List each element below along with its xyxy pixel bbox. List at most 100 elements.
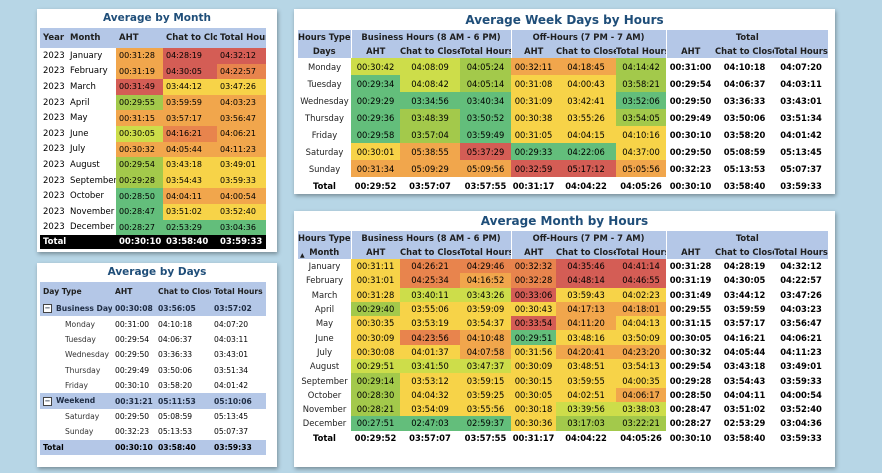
group-header[interactable]: Total bbox=[665, 231, 829, 245]
group-header[interactable]: Business Hours (8 AM - 6 PM) bbox=[350, 231, 512, 245]
value-cell: 03:17:03 bbox=[556, 416, 617, 431]
value-cell: 04:23:20 bbox=[616, 344, 667, 360]
column-header[interactable]: Total Hours bbox=[214, 287, 263, 296]
column-header[interactable]: Total Hours bbox=[774, 46, 828, 56]
value-cell: 00:29:29 bbox=[351, 92, 400, 109]
column-header[interactable]: Chat to Close bbox=[715, 247, 775, 257]
value-cell: 03:39:56 bbox=[556, 401, 617, 417]
total-value: 00:30:10 bbox=[669, 129, 712, 140]
value-cell: 00:29:55 bbox=[116, 94, 163, 111]
column-header[interactable]: Total Hours bbox=[616, 46, 667, 56]
column-header[interactable]: Total Hours bbox=[616, 247, 667, 257]
value-cell: 00:29:51 bbox=[351, 359, 400, 374]
day-value: 03:43:01 bbox=[214, 350, 249, 360]
table-row: July 00:30:08 04:01:37 04:07:58 00:31:56 04:2… bbox=[298, 344, 828, 360]
value-cell: 00:29:28 bbox=[116, 172, 163, 189]
value-cell: 00:32:11 bbox=[511, 58, 557, 75]
total-value: 00:29:50 bbox=[669, 146, 712, 157]
column-header[interactable]: Chat to Close bbox=[400, 247, 460, 257]
month-cell: August bbox=[70, 159, 100, 170]
corner-header-top[interactable]: Hours Type bbox=[298, 233, 351, 243]
table-row: February 00:31:01 04:25:34 04:16:52 00:32:28… bbox=[298, 273, 828, 288]
value-cell: 00:28:21 bbox=[351, 401, 400, 417]
value-cell: 00:30:32 bbox=[116, 141, 163, 158]
row-label: Thursday bbox=[305, 112, 344, 123]
column-header[interactable]: AHT bbox=[119, 33, 139, 43]
collapse-toggle-icon[interactable]: − bbox=[43, 396, 52, 406]
table-row: May 00:30:35 03:53:19 03:54:37 00:33:54 04:11… bbox=[298, 316, 828, 331]
corner-header-bottom[interactable]: Days bbox=[298, 44, 351, 58]
column-header[interactable]: Total Hours bbox=[460, 46, 512, 56]
total-cell: 00:30:10 bbox=[669, 432, 712, 443]
day-value: 04:07:20 bbox=[214, 319, 249, 329]
day-value: 03:51:34 bbox=[214, 365, 249, 375]
day-label: Tuesday bbox=[65, 334, 96, 344]
table-row: January 00:31:11 04:26:21 04:29:46 00:32:32 0… bbox=[298, 259, 828, 274]
column-header[interactable]: AHT bbox=[115, 287, 133, 296]
corner-header-bottom[interactable]: Month ▲ bbox=[298, 245, 351, 259]
group-header[interactable]: Business Hours (8 AM - 6 PM) bbox=[350, 30, 512, 44]
row-label: February bbox=[305, 275, 344, 286]
collapse-toggle-icon[interactable]: − bbox=[43, 304, 52, 314]
total-value: 03:54:43 bbox=[723, 375, 766, 386]
value-cell: 00:30:08 bbox=[351, 344, 400, 360]
group-header[interactable]: Off-Hours (7 PM - 7 AM) bbox=[510, 30, 667, 44]
total-cell: 03:57:55 bbox=[464, 180, 507, 191]
column-header[interactable]: Month bbox=[70, 33, 101, 43]
column-header[interactable]: Chat to Close bbox=[715, 46, 775, 56]
total-value: 00:31:49 bbox=[669, 289, 712, 300]
value-cell: 00:31:34 bbox=[351, 160, 400, 177]
value-cell: 04:05:14 bbox=[460, 75, 512, 92]
total-cell: 00:30:10 bbox=[112, 439, 155, 455]
table-row: December 00:27:51 02:47:03 02:59:37 00:30:36… bbox=[298, 416, 828, 431]
day-label: Monday bbox=[65, 319, 95, 329]
value-cell: 04:30:05 bbox=[163, 63, 217, 80]
column-header[interactable]: Chat to Close bbox=[400, 46, 460, 56]
column-header[interactable]: AHT bbox=[350, 245, 400, 259]
column-header[interactable]: Chat to Close bbox=[556, 247, 617, 257]
total-cell: 03:57:07 bbox=[409, 180, 451, 191]
column-header[interactable]: AHT bbox=[510, 44, 557, 58]
value-cell: 03:43:18 bbox=[163, 157, 217, 173]
column-header[interactable]: AHT bbox=[350, 44, 400, 58]
total-value: 04:06:21 bbox=[780, 332, 822, 343]
column-header[interactable]: Year bbox=[43, 33, 65, 43]
column-header[interactable]: Total Hours bbox=[220, 33, 266, 43]
value-cell: 00:32:59 bbox=[511, 160, 557, 177]
table-row: 2023 July 00:30:32 04:05:44 04:11:23 bbox=[40, 141, 266, 158]
total-cell: 04:04:22 bbox=[565, 180, 607, 191]
value-cell: 04:28:19 bbox=[163, 48, 217, 64]
group-header[interactable]: Total bbox=[665, 30, 829, 44]
month-cell: September bbox=[70, 175, 116, 186]
column-header[interactable]: AHT bbox=[510, 245, 557, 259]
value-cell: 04:04:13 bbox=[616, 316, 667, 331]
group-header[interactable]: Off-Hours (7 PM - 7 AM) bbox=[510, 231, 667, 245]
column-header[interactable]: Total Hours bbox=[774, 247, 828, 257]
value-cell: 03:04:36 bbox=[217, 219, 266, 236]
total-value: 04:04:11 bbox=[723, 389, 766, 400]
value-cell: 03:38:03 bbox=[616, 401, 667, 417]
corner-header-top[interactable]: Hours Type bbox=[298, 32, 351, 42]
total-value: 04:06:37 bbox=[723, 78, 766, 89]
value-cell: 03:59:25 bbox=[460, 387, 512, 402]
total-cell: 00:31:17 bbox=[512, 180, 555, 191]
day-row: Sunday 00:32:23 05:13:53 05:07:37 bbox=[40, 424, 266, 439]
column-header[interactable]: Chat to Close bbox=[556, 46, 617, 56]
row-label: November bbox=[302, 404, 347, 415]
column-header[interactable]: Day Type bbox=[43, 287, 82, 296]
value-cell: 03:59:09 bbox=[460, 301, 512, 317]
column-header[interactable]: Chat to Close bbox=[158, 287, 211, 296]
year-cell: 2023 bbox=[43, 128, 65, 139]
column-header[interactable]: Chat to Close bbox=[166, 33, 217, 43]
value-cell: 00:33:06 bbox=[511, 287, 557, 302]
sort-ascending-icon[interactable]: ▲ bbox=[300, 252, 305, 259]
day-value: 04:03:11 bbox=[214, 334, 249, 344]
table-row: November 00:28:21 03:54:09 03:55:56 00:30:18… bbox=[298, 401, 828, 417]
column-header[interactable]: AHT bbox=[665, 44, 716, 58]
column-header[interactable]: Total Hours bbox=[460, 247, 512, 257]
value-cell: 00:29:14 bbox=[351, 373, 400, 388]
day-value: 04:06:37 bbox=[158, 334, 193, 344]
column-header[interactable]: AHT bbox=[665, 245, 716, 259]
year-cell: 2023 bbox=[43, 159, 65, 170]
